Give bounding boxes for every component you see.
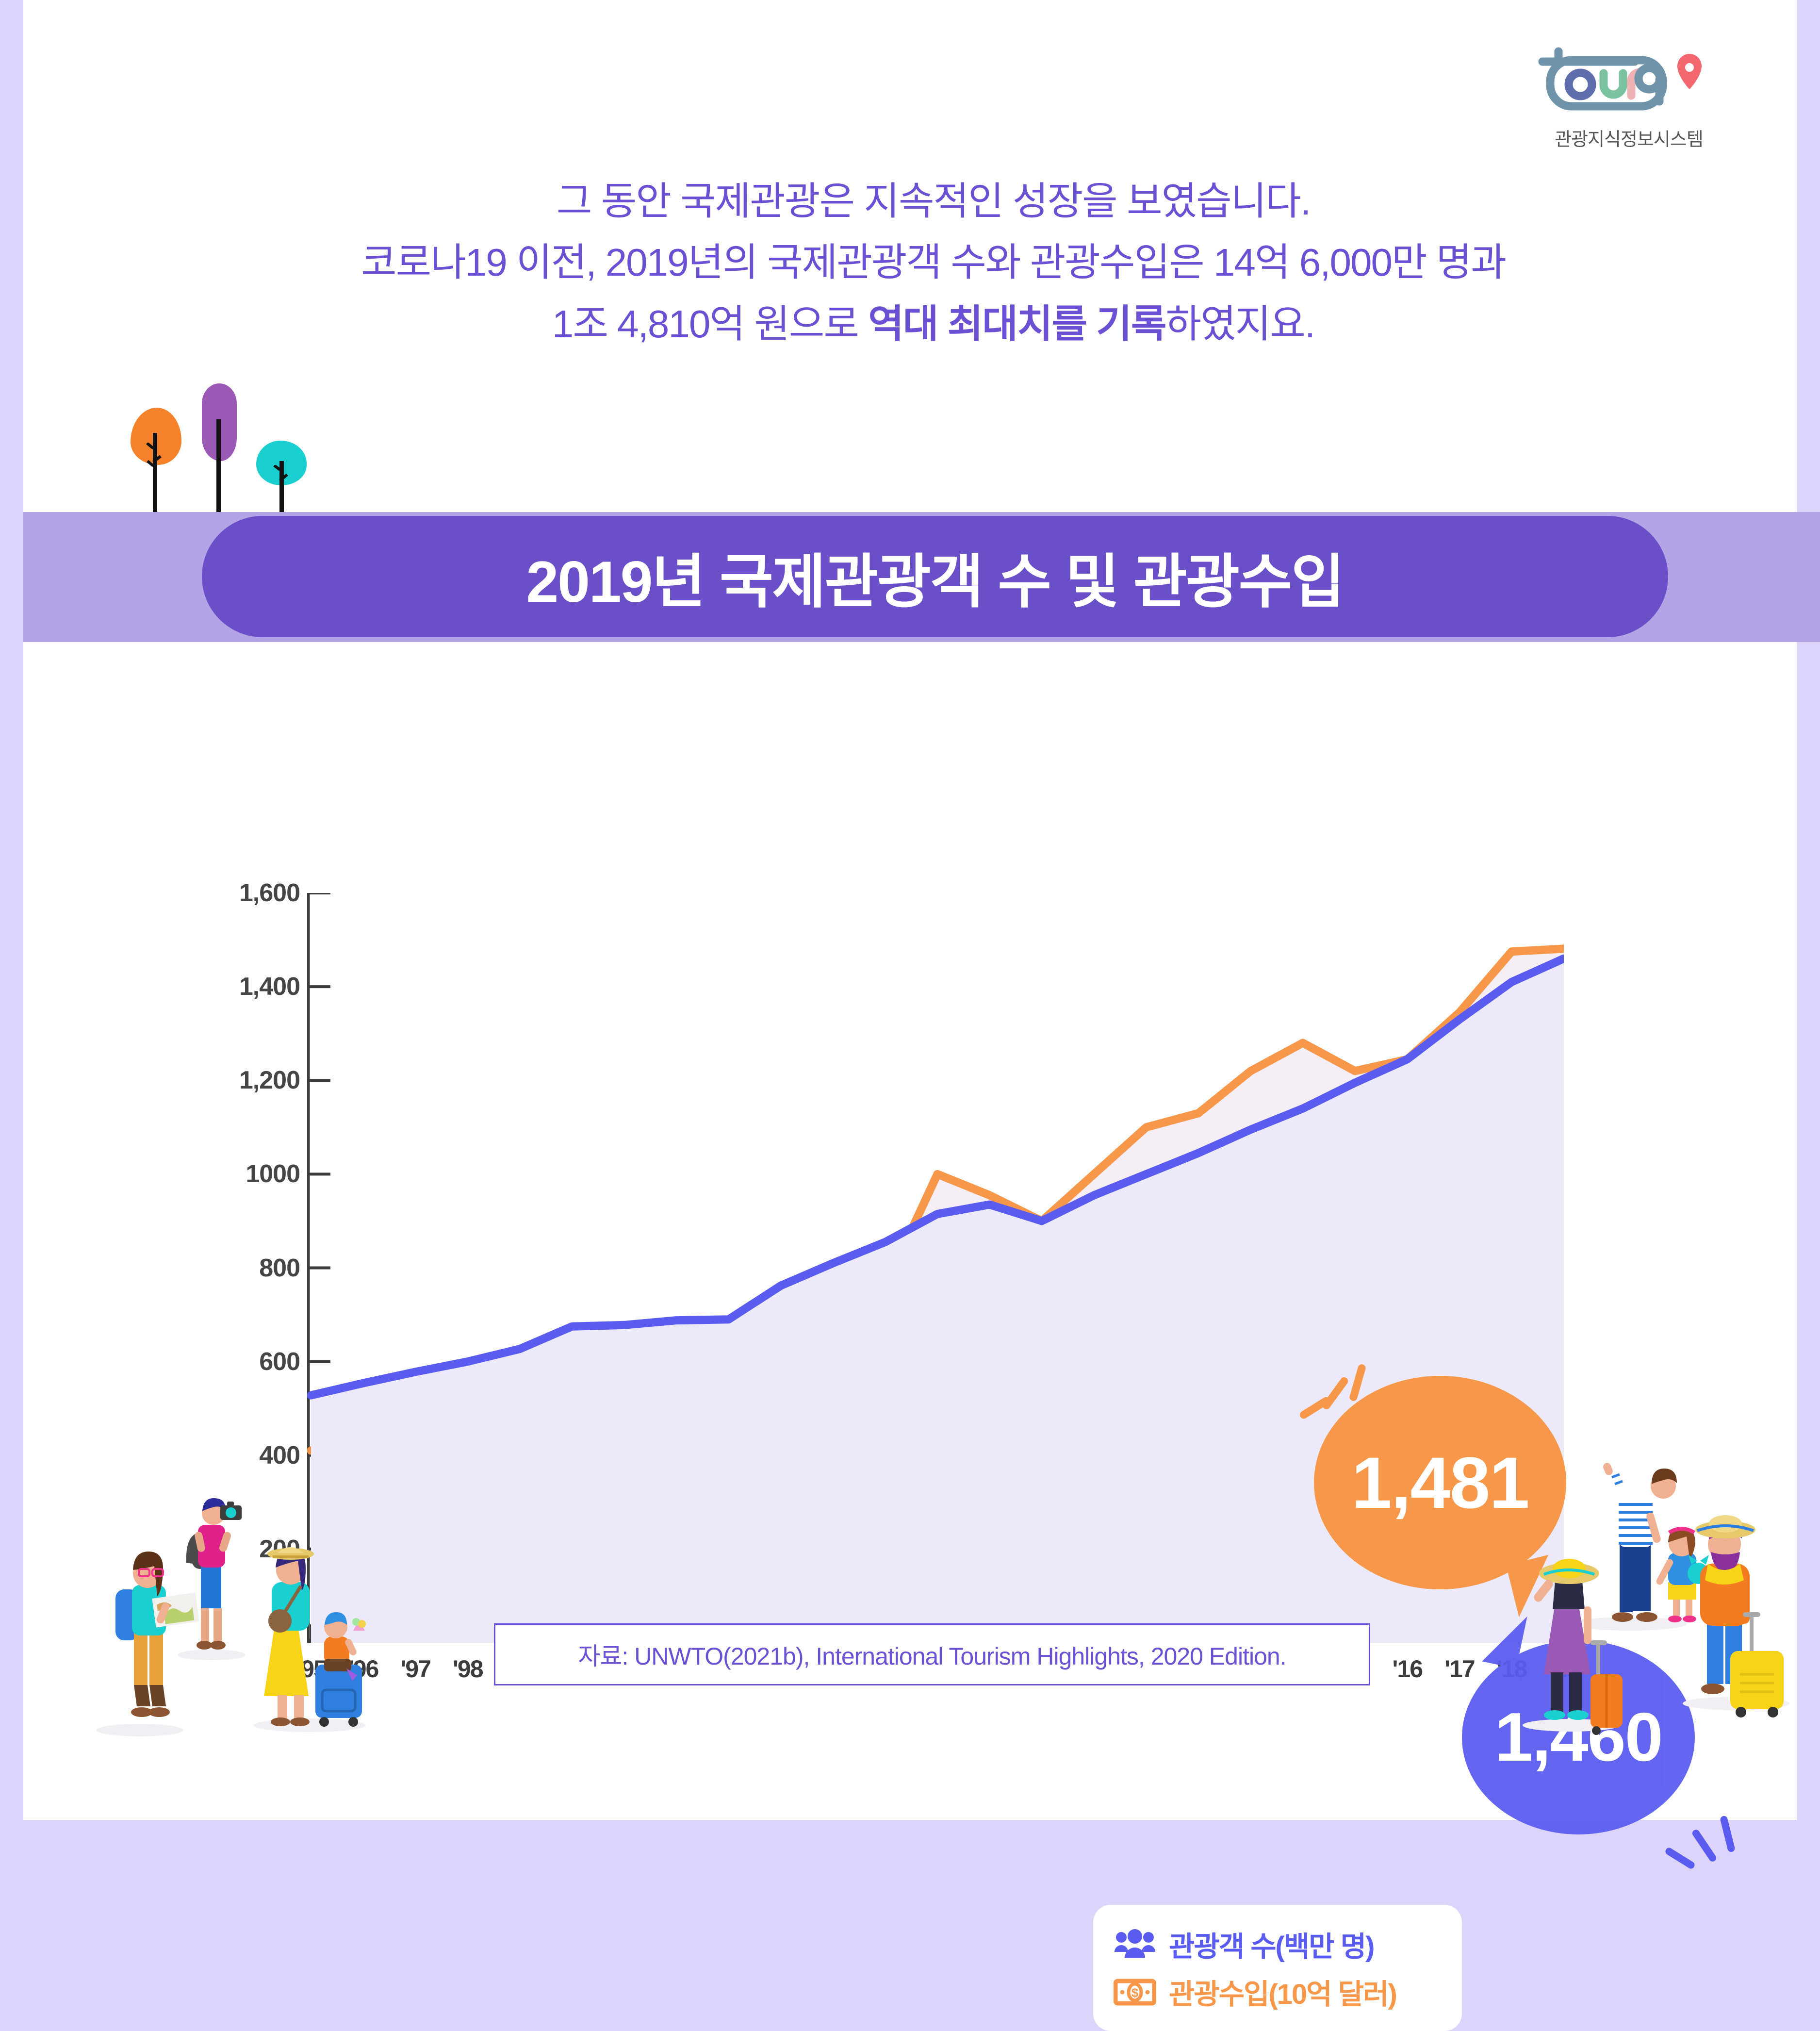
headline-line-1: 그 동안 국제관광은 지속적인 성장을 보였습니다. — [556, 180, 1311, 223]
chart-plot — [306, 892, 1568, 1644]
x-axis-tick-label: '97 — [400, 1655, 431, 1683]
legend-item-arrivals[interactable]: 관광객 수(백만 명) — [1114, 1924, 1462, 1965]
svg-text:$: $ — [1131, 1985, 1139, 2000]
travelers-illustration-left — [82, 1470, 382, 1742]
legend-label-receipts: 관광수입(10억 달러) — [1169, 1979, 1397, 2010]
infographic-page: 관광지식정보시스템 그 동안 국제관광은 지속적인 성장을 보였습니다. 코로나… — [23, 0, 1820, 2031]
travelers-right-svg — [1523, 1463, 1789, 1735]
tree-branch-icon — [273, 465, 288, 482]
tree-purple — [193, 383, 271, 519]
y-axis-tick-label: 1000 — [246, 1160, 300, 1189]
headline-line-2: 코로나19 이전, 2019년의 국제관광객 수와 관광수입은 14억 6,00… — [361, 241, 1507, 284]
page-title: 2019년 국제관광객 수 및 관광수입 — [526, 549, 1345, 614]
tour-logo-icon — [1538, 47, 1702, 111]
y-axis-tick-label: 1,200 — [239, 1066, 300, 1095]
travelers-illustration-right — [1523, 1461, 1814, 1742]
title-banner: 2019년 국제관광객 수 및 관광수입 — [202, 516, 1668, 637]
callout-receipts: 1,481 — [1314, 1376, 1566, 1618]
y-axis-tick-label: 800 — [259, 1254, 300, 1282]
people-icon — [1115, 1929, 1155, 1958]
tree-orange — [123, 408, 220, 519]
chart-line-arrivals — [307, 954, 1568, 1400]
tree-branch-icon — [146, 443, 162, 467]
banknote-icon: $ — [1114, 1979, 1156, 2006]
traveler-photographer — [186, 1498, 242, 1650]
traveler-woman-with-child — [264, 1547, 366, 1727]
source-citation-text: 자료: UNWTO(2021b), International Tourism … — [578, 1643, 1286, 1670]
traveler-pointing-man — [1603, 1463, 1677, 1622]
traveler-bearded-man — [1695, 1515, 1784, 1717]
traveler-woman-purple — [1534, 1559, 1623, 1735]
headline-line-3: 1조 4,810억 원으로 역대 최대치를 기록하였지요. — [23, 294, 1820, 355]
y-axis-tick-label: 400 — [259, 1441, 300, 1470]
chart-svg — [306, 892, 1568, 1644]
traveler-map-reader — [115, 1552, 199, 1717]
spark-lines-orange — [1298, 1363, 1396, 1437]
headline-line-3-pre: 1조 4,810억 원으로 — [552, 302, 869, 346]
y-axis-tick-label: 1,400 — [239, 973, 300, 1001]
callout-receipts-value: 1,481 — [1351, 1441, 1529, 1523]
headline-line-3-emphasis: 역대 최대치를 기록 — [868, 302, 1166, 346]
legend-label-arrivals: 관광객 수(백만 명) — [1169, 1931, 1375, 1963]
infographic-canvas: 관광지식정보시스템 그 동안 국제관광은 지속적인 성장을 보였습니다. 코로나… — [23, 0, 1820, 2031]
x-axis-tick-label: '16 — [1392, 1655, 1423, 1683]
travelers-left-svg — [96, 1498, 366, 1736]
y-axis-tick-label: 1,600 — [239, 879, 300, 907]
tour-logo-mark — [1532, 46, 1726, 118]
headline-block: 그 동안 국제관광은 지속적인 성장을 보였습니다. 코로나19 이전, 201… — [23, 171, 1820, 355]
headline-line-3-post: 하였지요. — [1165, 302, 1316, 346]
traveler-girl — [1656, 1527, 1709, 1622]
spark-lines-blue — [1664, 1813, 1753, 1885]
tree-teal — [251, 441, 329, 521]
x-axis-tick-label: '17 — [1444, 1655, 1476, 1683]
chart-legend: 관광객 수(백만 명) $ 관광수입(10억 달러) — [1093, 1905, 1462, 2031]
source-citation-box: 자료: UNWTO(2021b), International Tourism … — [494, 1623, 1370, 1685]
legend-item-receipts[interactable]: $ 관광수입(10억 달러) — [1114, 1971, 1462, 2012]
brand-logo: 관광지식정보시스템 — [1517, 46, 1740, 157]
logo-caption: 관광지식정보시스템 — [1555, 130, 1704, 150]
x-axis-tick-label: '98 — [452, 1655, 484, 1683]
chart-series-layer — [307, 944, 1568, 1643]
y-axis-tick-label: 600 — [259, 1347, 300, 1376]
